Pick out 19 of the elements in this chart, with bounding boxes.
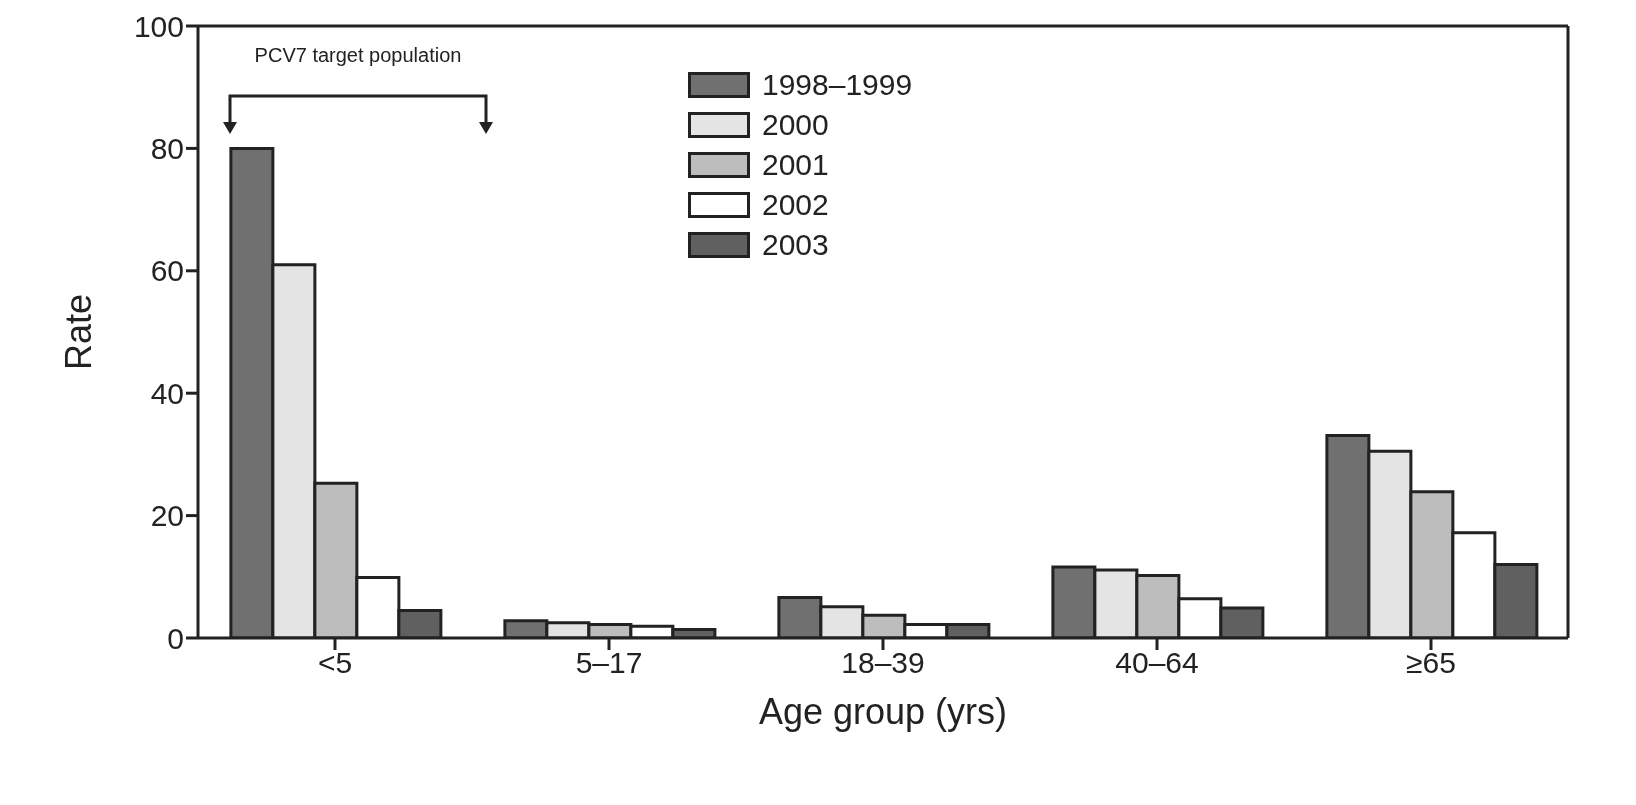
- x-tick-label: 18–39: [841, 646, 925, 680]
- annotation: PCV7 target population: [253, 44, 463, 66]
- x-axis-title: Age group (yrs): [758, 691, 1008, 732]
- y-tick-label: 20: [150, 499, 184, 533]
- y-axis-title: Rate: [57, 293, 99, 371]
- x-tick-label: 5–17: [575, 646, 643, 680]
- y-tick-label: 80: [150, 132, 184, 166]
- y-tick-label: 100: [133, 9, 184, 43]
- x-tick-label: 40–64: [1115, 646, 1199, 680]
- y-tick-label: 60: [150, 254, 184, 288]
- x-tick-label: <5: [317, 646, 353, 680]
- y-tick-label: 0: [167, 621, 184, 655]
- y-tick-label: 40: [150, 376, 184, 410]
- legend-label: 2001: [762, 148, 829, 182]
- legend-label: 2002: [762, 188, 829, 222]
- legend-label: 1998–1999: [762, 68, 913, 102]
- legend-label: 2000: [762, 108, 829, 142]
- x-tick-label: ≥65: [1406, 646, 1456, 680]
- legend-label: 2003: [762, 228, 829, 262]
